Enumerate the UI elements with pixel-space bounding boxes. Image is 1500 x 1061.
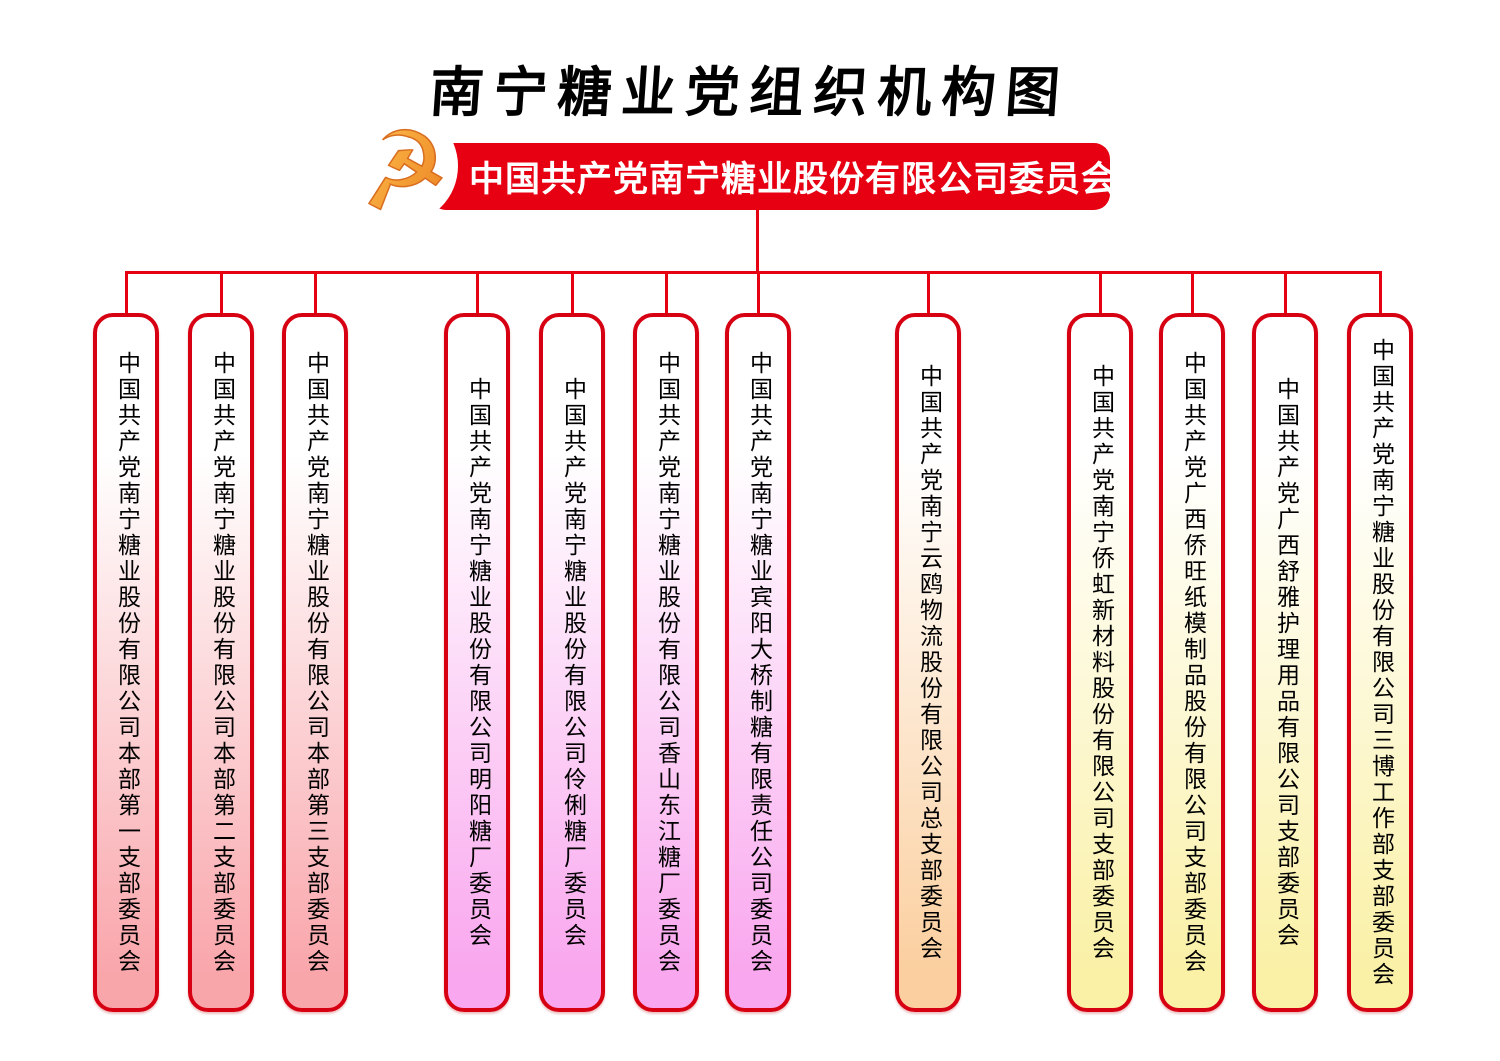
branch-label: 中国共产党南宁糖业股份有限公司明阳糖厂委员会 (464, 376, 491, 949)
connector-drop-2 (220, 271, 223, 315)
branch-box-1: 中国共产党南宁糖业股份有限公司本部第一支部委员会 (93, 313, 159, 1012)
connector-drop-3 (314, 271, 317, 315)
branch-box-11: 中国共产党广西舒雅护理用品有限公司支部委员会 (1252, 313, 1318, 1012)
branch-box-12: 中国共产党南宁糖业股份有限公司三博工作部支部委员会 (1347, 313, 1413, 1012)
connector-drop-11 (1284, 271, 1287, 315)
branch-box-9: 中国共产党南宁侨虹新材料股份有限公司支部委员会 (1067, 313, 1133, 1012)
connector-stem (756, 210, 759, 274)
connector-drop-12 (1379, 271, 1382, 315)
branch-label: 中国共产党广西舒雅护理用品有限公司支部委员会 (1272, 376, 1299, 949)
branch-label: 中国共产党南宁糖业股份有限公司本部第三支部委员会 (302, 350, 329, 975)
branch-label: 中国共产党南宁糖业股份有限公司伶俐糖厂委员会 (559, 376, 586, 949)
root-committee-banner: 中国共产党南宁糖业股份有限公司委员会 (430, 143, 1116, 210)
svg-text:☭: ☭ (348, 110, 457, 222)
page-title: 南宁糖业党组织机构图 (427, 60, 1072, 124)
connector-hline (125, 271, 1382, 274)
connector-drop-10 (1191, 271, 1194, 315)
root-committee-label: 中国共产党南宁糖业股份有限公司委员会 (469, 160, 1118, 200)
branch-label: 中国共产党南宁糖业宾阳大桥制糖有限责任公司委员会 (745, 350, 772, 975)
connector-drop-1 (125, 271, 128, 315)
connector-drop-5 (571, 271, 574, 315)
branch-box-5: 中国共产党南宁糖业股份有限公司伶俐糖厂委员会 (539, 313, 605, 1012)
branch-label: 中国共产党南宁糖业股份有限公司香山东江糖厂委员会 (653, 350, 680, 975)
branch-box-8: 中国共产党南宁云鸥物流股份有限公司总支部委员会 (895, 313, 961, 1012)
party-emblem-icon: ☭ (347, 110, 458, 222)
branch-box-10: 中国共产党广西侨旺纸模制品股份有限公司支部委员会 (1159, 313, 1225, 1012)
connector-drop-4 (476, 271, 479, 315)
connector-drop-9 (1099, 271, 1102, 315)
branch-box-3: 中国共产党南宁糖业股份有限公司本部第三支部委员会 (282, 313, 348, 1012)
branch-label: 中国共产党南宁糖业股份有限公司本部第二支部委员会 (208, 350, 235, 975)
branch-label: 中国共产党南宁糖业股份有限公司三博工作部支部委员会 (1367, 337, 1394, 988)
branch-label: 中国共产党广西侨旺纸模制品股份有限公司支部委员会 (1179, 350, 1206, 975)
branch-box-6: 中国共产党南宁糖业股份有限公司香山东江糖厂委员会 (633, 313, 699, 1012)
emblem-backdrop (342, 108, 458, 224)
branch-box-4: 中国共产党南宁糖业股份有限公司明阳糖厂委员会 (444, 313, 510, 1012)
branch-label: 中国共产党南宁侨虹新材料股份有限公司支部委员会 (1087, 363, 1114, 962)
connector-drop-6 (665, 271, 668, 315)
branch-box-7: 中国共产党南宁糖业宾阳大桥制糖有限责任公司委员会 (725, 313, 791, 1012)
branch-label: 中国共产党南宁糖业股份有限公司本部第一支部委员会 (113, 350, 140, 975)
branch-box-2: 中国共产党南宁糖业股份有限公司本部第二支部委员会 (188, 313, 254, 1012)
connector-drop-7 (757, 271, 760, 315)
connector-drop-8 (927, 271, 930, 315)
branch-label: 中国共产党南宁云鸥物流股份有限公司总支部委员会 (915, 363, 942, 962)
